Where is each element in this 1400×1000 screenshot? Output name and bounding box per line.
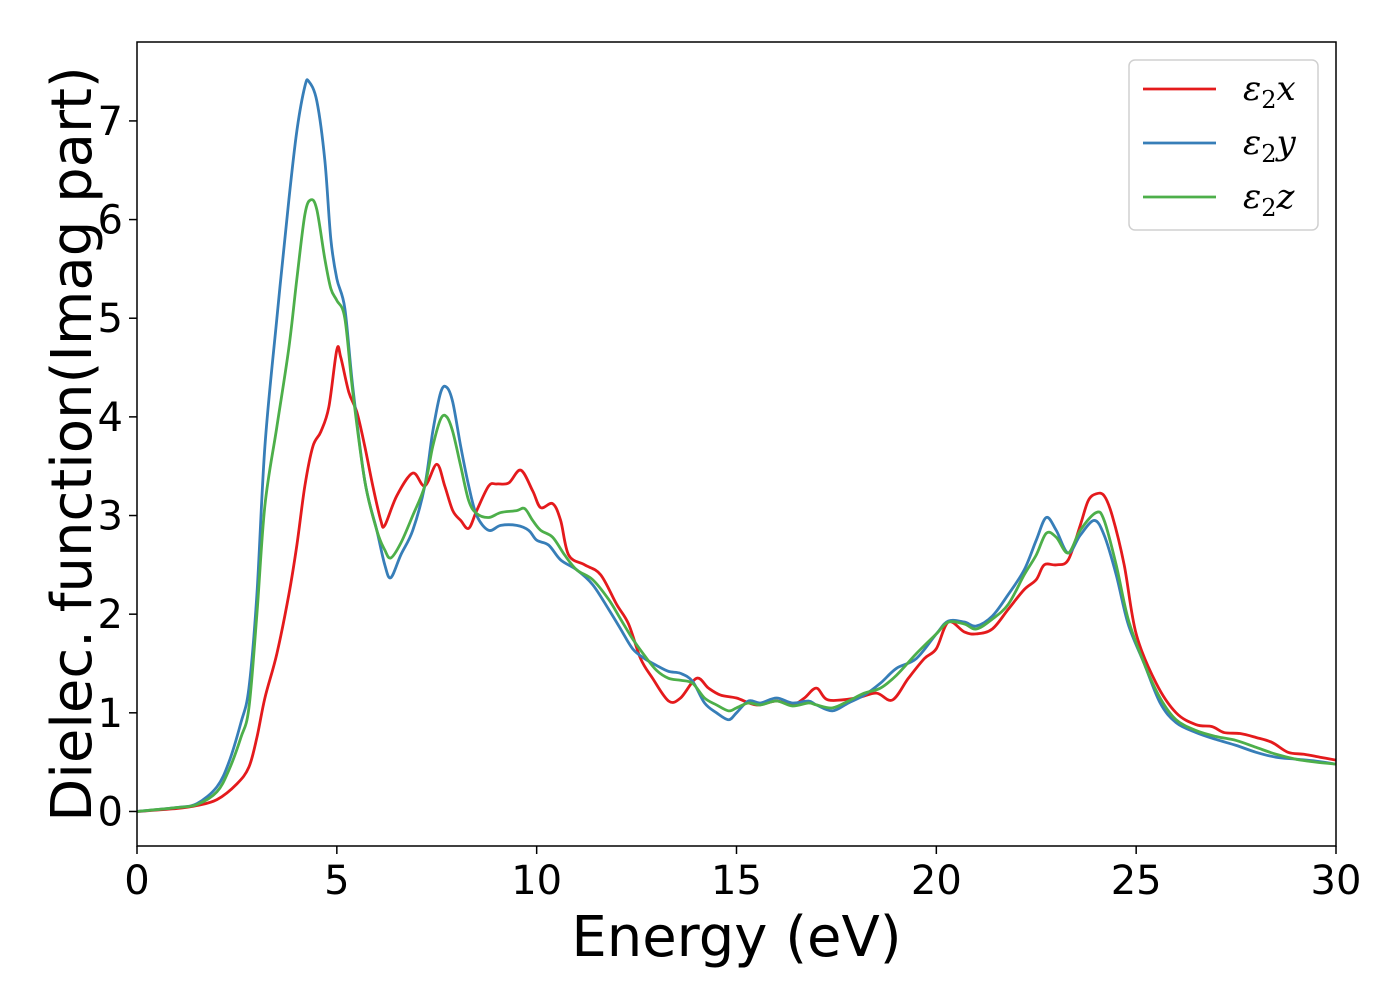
x-tick-label: 10 [511,858,562,904]
x-tick-label: 20 [911,858,962,904]
x-axis-label: Energy (eV) [571,905,901,970]
legend-label-z: ε2z [1243,177,1296,222]
y-tick-label: 3 [98,494,123,540]
legend-frame [1128,59,1319,231]
y-axis-ticks: 0 1 2 3 4 5 6 7 [98,99,137,835]
series-layer [137,78,1336,813]
y-tick-label: 6 [98,198,123,244]
x-tick-label: 0 [124,858,149,904]
x-tick-label: 5 [324,858,349,904]
legend: ε2x ε2y ε2z [1128,59,1319,231]
y-tick-label: 4 [98,395,123,441]
y-tick-label: 0 [98,789,123,835]
y-tick-label: 5 [98,296,123,342]
legend-label-y: ε2y [1243,123,1297,168]
x-tick-label: 15 [711,858,762,904]
legend-label-x: ε2x [1243,69,1296,114]
x-tick-label: 25 [1111,858,1162,904]
series-line-z [137,198,1336,813]
y-tick-label: 7 [98,99,123,145]
x-tick-label: 30 [1311,858,1362,904]
y-axis-label: Dielec. function(Imag part) [40,66,105,822]
x-axis-ticks: 0 5 10 15 20 25 30 [124,846,1361,904]
series-line-x [137,345,1336,813]
y-tick-label: 1 [98,691,123,737]
y-tick-label: 2 [98,592,123,638]
